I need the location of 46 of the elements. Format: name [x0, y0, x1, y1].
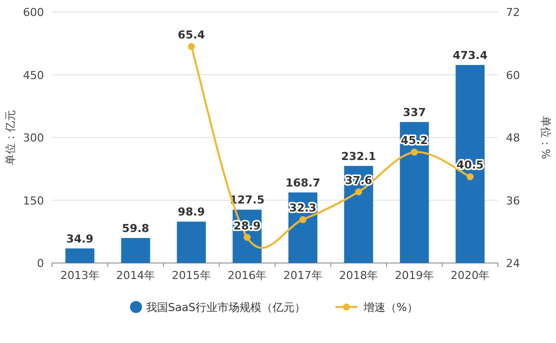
legend-label: 增速（%）	[362, 301, 418, 314]
data-label: 45.2	[400, 134, 428, 148]
y-axis-title: 单位：亿元	[4, 110, 17, 165]
bar	[344, 166, 374, 263]
data-label: 232.1	[341, 150, 376, 163]
data-label: 473.4	[452, 48, 488, 62]
y2-tick-label: 48	[506, 132, 520, 144]
data-label: 98.9	[178, 206, 205, 219]
y-tick-label: 300	[23, 132, 44, 144]
data-label: 40.5	[456, 158, 484, 172]
y-tick-label: 600	[23, 6, 44, 19]
y2-tick-label: 72	[506, 6, 520, 19]
y-tick-label: 0	[37, 257, 44, 270]
x-tick-label: 2020年	[450, 269, 490, 282]
bar	[456, 64, 485, 263]
x-tick-label: 2013年	[60, 269, 100, 282]
legend-label: 我国SaaS行业市场规模（亿元）	[146, 301, 306, 314]
data-label: 168.7	[285, 176, 320, 190]
x-tick-label: 2016年	[228, 269, 267, 282]
x-tick-label: 2015年	[172, 269, 211, 282]
data-label: 37.6	[345, 174, 373, 187]
bar	[121, 238, 150, 263]
bar	[65, 248, 94, 263]
point	[244, 234, 251, 241]
point	[299, 216, 306, 224]
x-tick-label: 2017年	[283, 269, 322, 282]
data-label: 59.8	[122, 222, 150, 235]
bar	[400, 122, 429, 263]
point	[466, 173, 474, 180]
y2-tick-label: 24	[506, 257, 520, 270]
point	[188, 43, 195, 50]
data-label: 337	[402, 106, 426, 120]
x-tick-label: 2014年	[116, 269, 156, 282]
point	[410, 148, 418, 156]
bar	[176, 222, 206, 263]
x-tick-label: 2018年	[339, 269, 378, 282]
data-label: 34.9	[66, 232, 94, 246]
x-tick-label: 2019年	[394, 269, 434, 282]
y2-tick-label: 60	[506, 68, 520, 82]
y2-axis-title: 单位：%	[539, 116, 552, 160]
data-label: 32.3	[289, 202, 316, 215]
y2-tick-label: 36	[506, 194, 520, 208]
y-tick-label: 450	[23, 68, 44, 82]
data-label: 65.4	[178, 28, 206, 42]
point	[355, 188, 362, 196]
y-tick-label: 150	[23, 194, 44, 208]
